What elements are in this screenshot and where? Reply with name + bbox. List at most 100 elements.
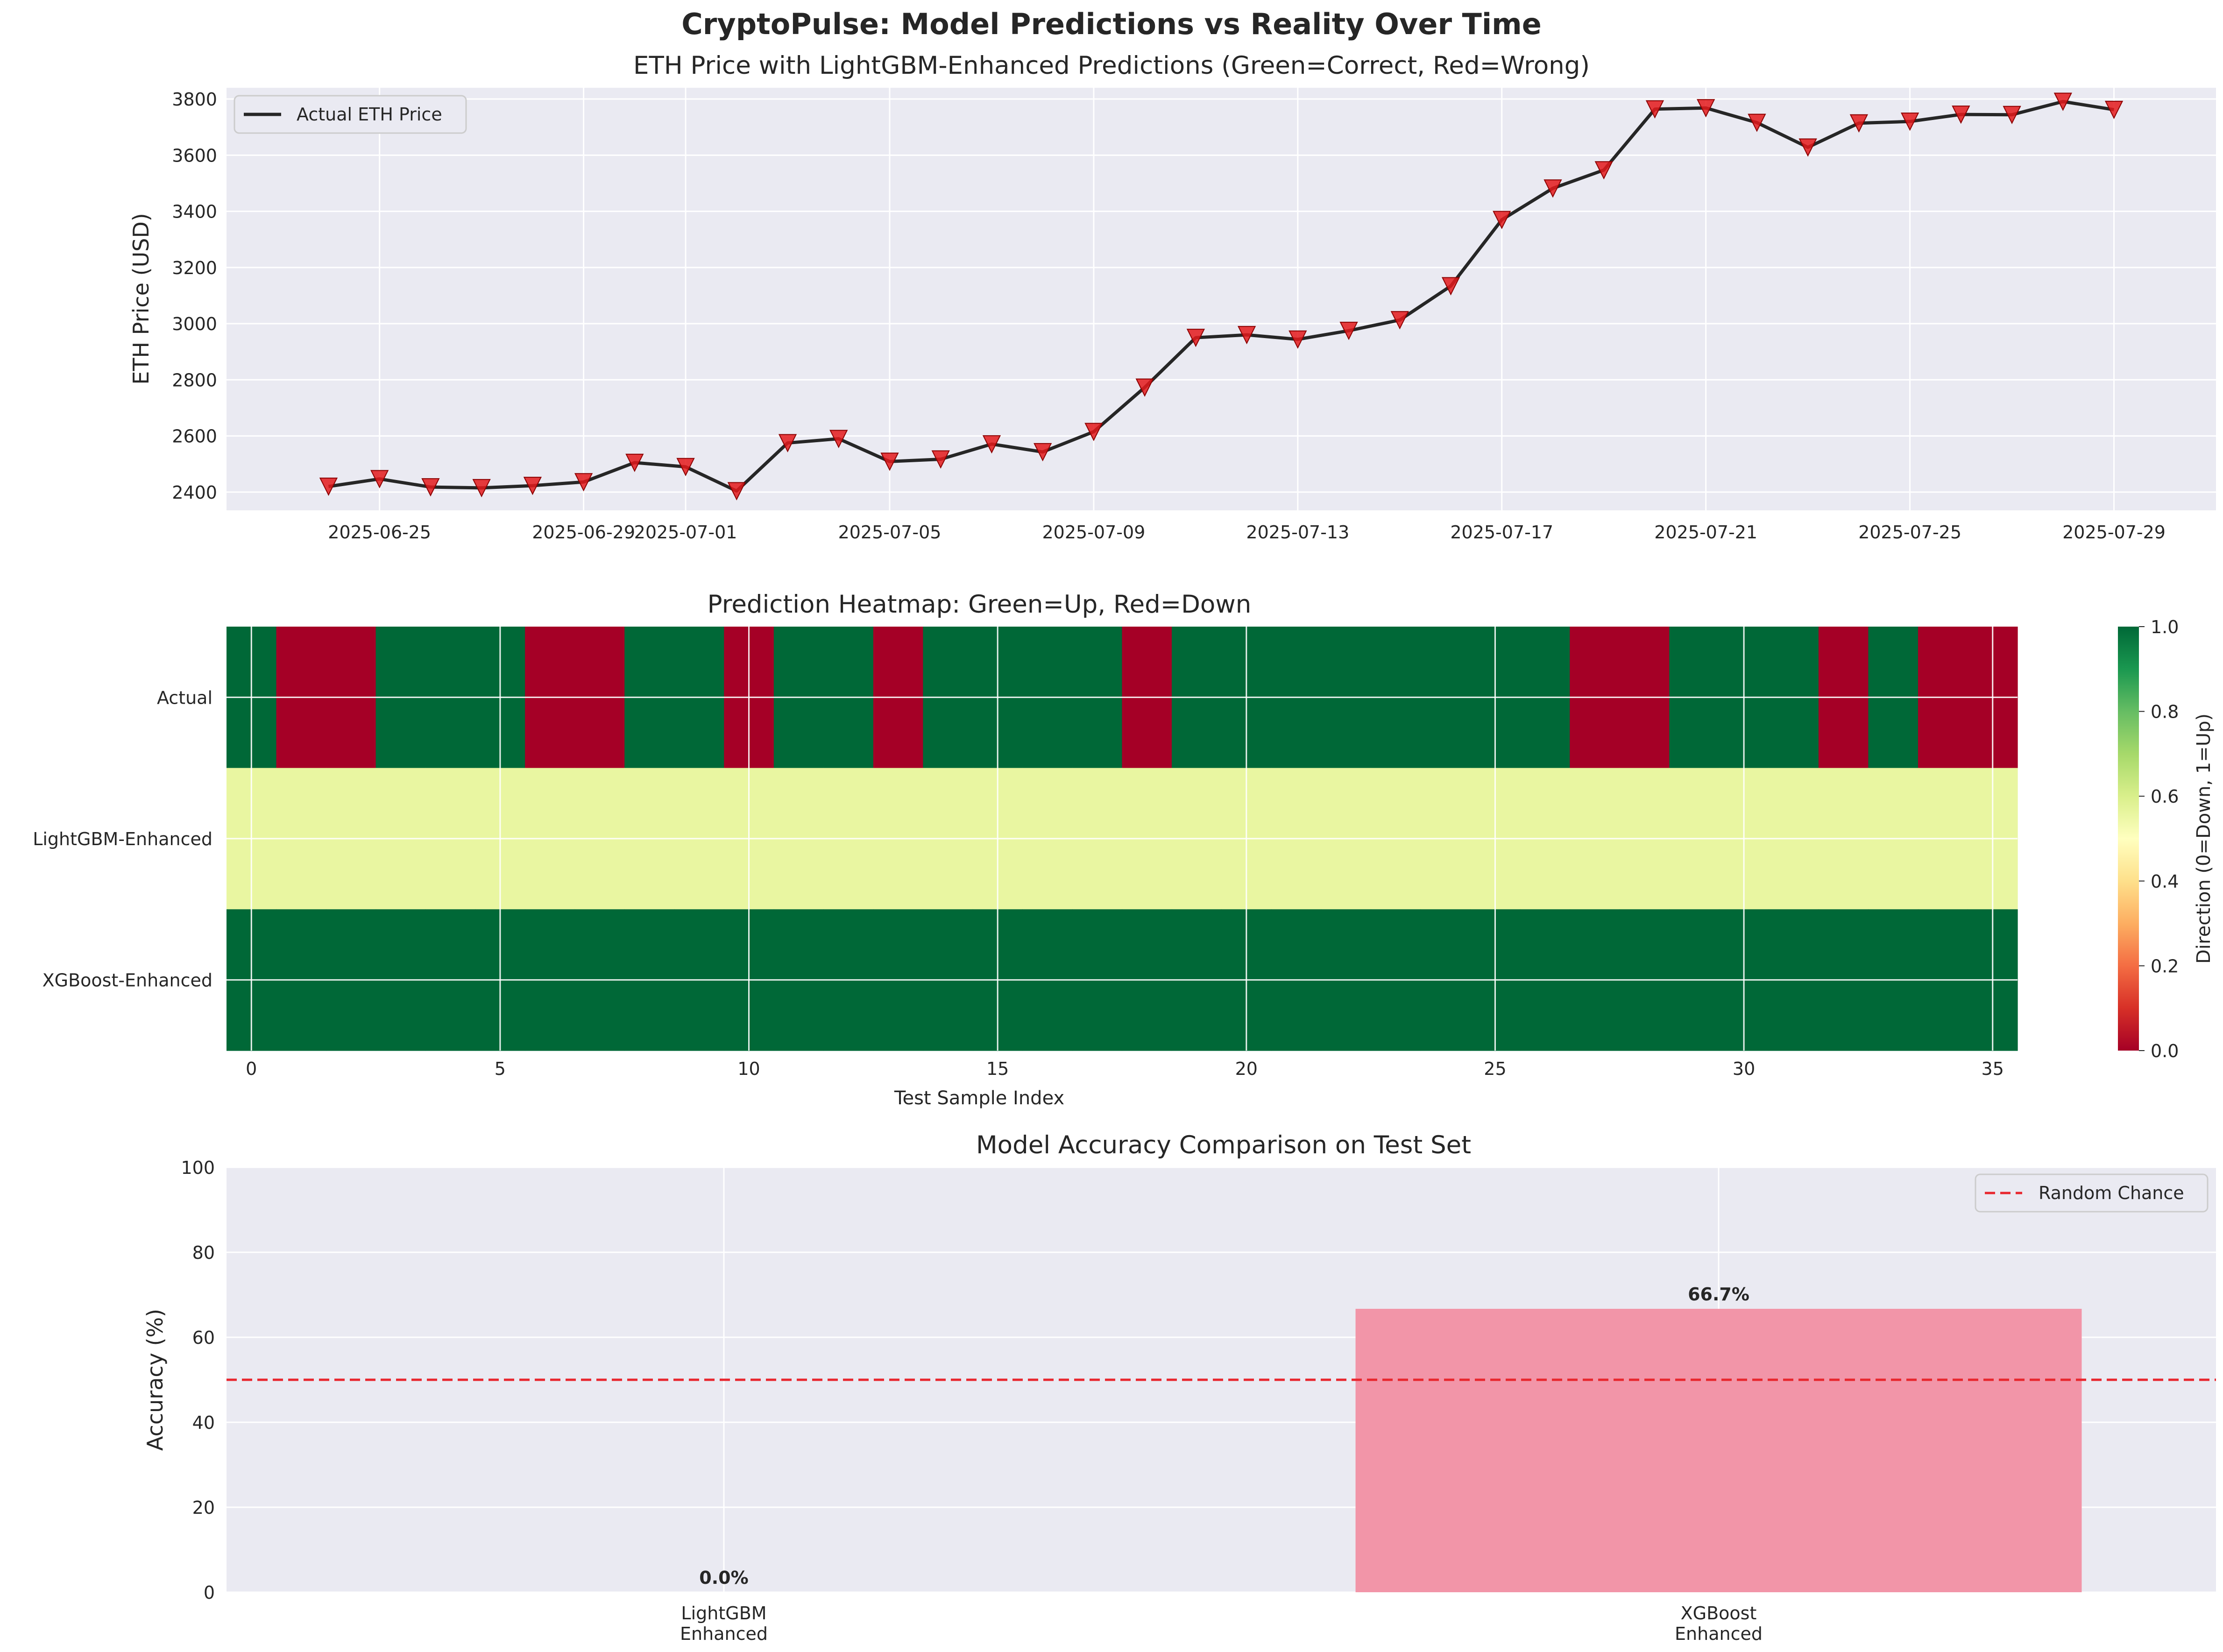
heatmap-x-tick-label: 0 [246, 1059, 257, 1079]
wrong-prediction-marker [421, 478, 440, 497]
bar-chart-title: Model Accuracy Comparison on Test Set [976, 1131, 1471, 1159]
price-y-tick-label: 2400 [172, 482, 217, 503]
price-x-tick-label: 2025-07-29 [2062, 522, 2166, 543]
price-chart-title: ETH Price with LightGBM-Enhanced Predict… [633, 51, 1590, 80]
wrong-prediction-marker [2104, 100, 2124, 120]
price-y-tick-label: 3400 [172, 202, 217, 222]
colorbar-tick-label: 0.4 [2151, 871, 2179, 892]
bar-data-label: 0.0% [699, 1567, 748, 1588]
accuracy-bar-chart: Model Accuracy Comparison on Test Set 0 2… [142, 1131, 2216, 1644]
price-x-tick-label: 2025-07-09 [1042, 522, 1146, 543]
bar-chart-y-axis-label: Accuracy (%) [142, 1309, 168, 1451]
bar-x-tick-label: Enhanced [680, 1624, 768, 1644]
accuracy-bars [1355, 1309, 2082, 1592]
bar-x-tick-label: LightGBM [681, 1603, 766, 1624]
wrong-prediction-marker [2053, 92, 2072, 111]
wrong-prediction-marker [1645, 100, 1664, 119]
wrong-prediction-marker [319, 477, 338, 496]
price-y-tick-label: 3600 [172, 145, 217, 166]
bar-y-tick-label: 80 [192, 1243, 215, 1263]
wrong-prediction-marker [1339, 322, 1358, 340]
wrong-prediction-marker [1697, 99, 1715, 118]
price-legend-label: Actual ETH Price [297, 104, 442, 125]
heatmap-title: Prediction Heatmap: Green=Up, Red=Down [708, 590, 1252, 619]
colorbar-tick-label: 0.6 [2151, 786, 2179, 807]
price-y-tick-label: 2600 [172, 426, 217, 447]
price-x-tick-label: 2025-06-29 [532, 522, 635, 543]
price-series-line-group [328, 99, 2115, 493]
heatmap-row-label: XGBoost-Enhanced [42, 970, 212, 991]
wrong-prediction-marker [625, 453, 644, 473]
accuracy-bar [1355, 1309, 2082, 1592]
price-x-tick-label: 2025-06-25 [328, 522, 431, 543]
wrong-prediction-marker [982, 435, 1001, 454]
bar-y-tick-label: 0 [204, 1582, 215, 1603]
price-chart-gridlines [227, 88, 2216, 510]
wrong-prediction-marker [1034, 443, 1052, 462]
prediction-markers [319, 92, 2124, 501]
colorbar-gradient [2118, 627, 2139, 1051]
price-y-tick-label: 3800 [172, 89, 217, 110]
heatmap-x-tick-label: 5 [495, 1059, 506, 1079]
wrong-prediction-marker [1543, 179, 1562, 198]
wrong-prediction-marker [1493, 211, 1511, 229]
price-y-tick-label: 2800 [172, 370, 217, 390]
price-x-tick-label: 2025-07-17 [1450, 522, 1553, 543]
heatmap-x-tick-labels: 0 5 10 15 20 25 30 35 [246, 1059, 2004, 1079]
price-x-tick-label: 2025-07-21 [1654, 522, 1757, 543]
colorbar-tick-labels: 0.0 0.2 0.4 0.6 0.8 1.0 [2139, 617, 2179, 1061]
price-line-chart: ETH Price with LightGBM-Enhanced Predict… [128, 51, 2216, 543]
wrong-prediction-marker [1441, 277, 1460, 296]
price-x-tick-label: 2025-07-25 [1858, 522, 1961, 543]
heatmap-row-labels: Actual LightGBM-Enhanced XGBoost-Enhanced [33, 687, 212, 990]
price-x-tick-label: 2025-07-13 [1246, 522, 1349, 543]
bar-chart-y-tick-labels: 0 20 40 60 80 100 [181, 1158, 215, 1603]
bar-y-tick-label: 100 [181, 1158, 215, 1178]
heatmap-x-tick-label: 25 [1484, 1059, 1506, 1079]
bar-y-tick-label: 60 [192, 1327, 215, 1348]
colorbar-tick-label: 0.2 [2151, 956, 2179, 976]
wrong-prediction-marker [472, 479, 491, 498]
colorbar-tick-label: 0.0 [2151, 1041, 2179, 1061]
bar-y-tick-label: 40 [192, 1412, 215, 1433]
heatmap-x-tick-label: 10 [737, 1059, 760, 1079]
wrong-prediction-marker [1748, 113, 1766, 132]
price-chart-y-axis-label: ETH Price (USD) [128, 213, 154, 384]
colorbar-label: Direction (0=Down, 1=Up) [2193, 713, 2215, 964]
figure-title: CryptoPulse: Model Predictions vs Realit… [681, 7, 1542, 41]
bar-x-tick-label: XGBoost [1681, 1603, 1757, 1624]
wrong-prediction-marker [778, 434, 797, 452]
wrong-prediction-marker [1186, 329, 1205, 347]
wrong-prediction-marker [1900, 113, 1919, 131]
heatmap-x-tick-label: 30 [1733, 1059, 1755, 1079]
wrong-prediction-marker [2003, 106, 2021, 124]
colorbar-tick-label: 0.8 [2151, 702, 2179, 722]
price-x-tick-label: 2025-07-05 [838, 522, 942, 543]
bar-legend-box [1975, 1173, 2209, 1213]
wrong-prediction-marker [1594, 161, 1613, 180]
wrong-prediction-marker [1849, 114, 1869, 133]
price-chart-plot-area [227, 88, 2216, 510]
colorbar-tick-label: 1.0 [2151, 617, 2179, 637]
wrong-prediction-marker [523, 477, 542, 495]
heatmap-colorbar: 0.0 0.2 0.4 0.6 0.8 1.0 Direction (0=Down, 1=… [2118, 617, 2215, 1061]
wrong-prediction-marker [1135, 378, 1154, 397]
wrong-prediction-marker [1237, 326, 1256, 345]
wrong-prediction-marker [676, 458, 695, 477]
bar-chart-legend: Random Chance [1975, 1173, 2209, 1213]
price-chart-legend: Actual ETH Price [234, 95, 467, 134]
bar-y-tick-label: 20 [192, 1497, 215, 1518]
wrong-prediction-marker [370, 470, 389, 488]
wrong-prediction-marker [727, 482, 746, 501]
bar-data-label: 66.7% [1688, 1284, 1749, 1305]
bar-x-tick-label: Enhanced [1675, 1624, 1763, 1644]
wrong-prediction-marker [574, 473, 593, 492]
heatmap-x-tick-label: 20 [1235, 1059, 1258, 1079]
wrong-prediction-marker [1288, 330, 1307, 349]
price-series-line [328, 99, 2115, 493]
bar-legend-label: Random Chance [2039, 1183, 2184, 1203]
wrong-prediction-marker [1084, 423, 1103, 441]
wrong-prediction-marker [880, 452, 899, 471]
